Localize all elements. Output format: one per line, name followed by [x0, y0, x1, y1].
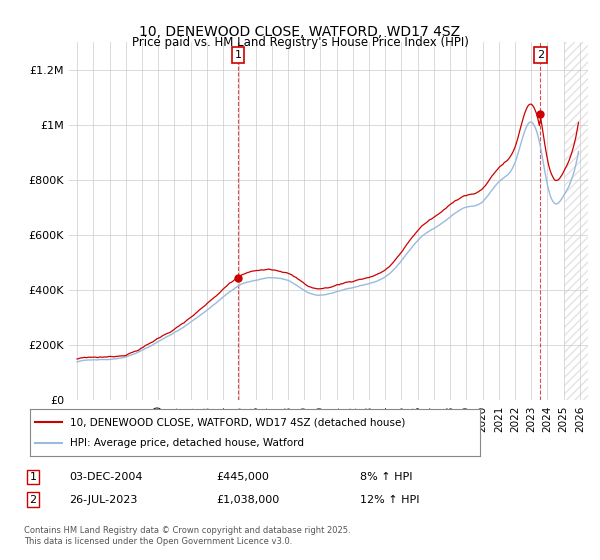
Text: Price paid vs. HM Land Registry's House Price Index (HPI): Price paid vs. HM Land Registry's House …	[131, 36, 469, 49]
Text: 8% ↑ HPI: 8% ↑ HPI	[360, 472, 413, 482]
Text: 12% ↑ HPI: 12% ↑ HPI	[360, 494, 419, 505]
Text: 26-JUL-2023: 26-JUL-2023	[69, 494, 137, 505]
Text: 10, DENEWOOD CLOSE, WATFORD, WD17 4SZ: 10, DENEWOOD CLOSE, WATFORD, WD17 4SZ	[139, 25, 461, 39]
Text: 03-DEC-2004: 03-DEC-2004	[69, 472, 143, 482]
Text: £445,000: £445,000	[216, 472, 269, 482]
Text: HPI: Average price, detached house, Watford: HPI: Average price, detached house, Watf…	[71, 438, 305, 448]
Text: 1: 1	[235, 50, 241, 60]
Text: Contains HM Land Registry data © Crown copyright and database right 2025.
This d: Contains HM Land Registry data © Crown c…	[24, 526, 350, 546]
Bar	[563, 42, 588, 400]
Text: 2: 2	[537, 50, 544, 60]
Text: £1,038,000: £1,038,000	[216, 494, 279, 505]
Text: 1: 1	[29, 472, 37, 482]
Text: 2: 2	[29, 494, 37, 505]
Text: 10, DENEWOOD CLOSE, WATFORD, WD17 4SZ (detached house): 10, DENEWOOD CLOSE, WATFORD, WD17 4SZ (d…	[71, 417, 406, 427]
